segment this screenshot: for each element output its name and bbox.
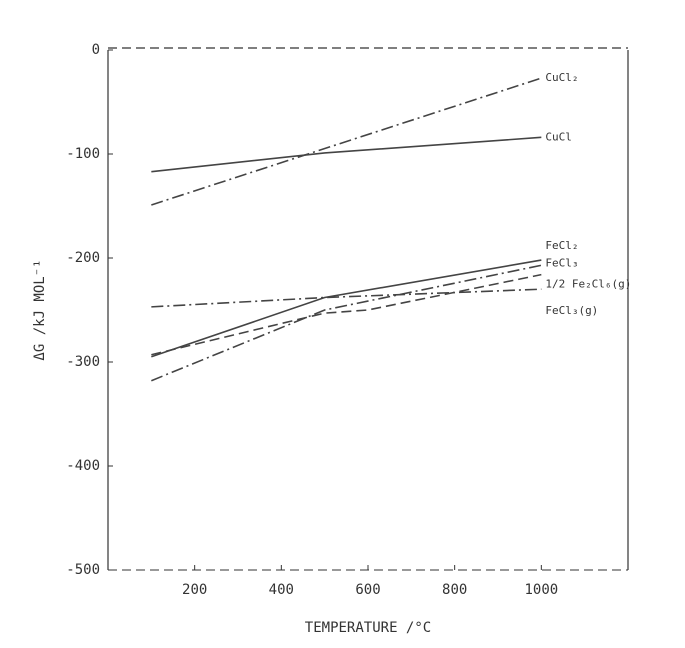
series-line bbox=[151, 77, 542, 206]
series-line bbox=[151, 259, 542, 358]
x-axis-title: TEMPERATURE /°C bbox=[305, 620, 431, 636]
series-label: FeCl₃ bbox=[545, 256, 578, 269]
y-axis-title: ΔG /kJ MOL⁻¹ bbox=[32, 259, 48, 360]
series-line bbox=[151, 288, 542, 308]
y-tick-label: -400 bbox=[66, 458, 100, 474]
y-tick-label: -500 bbox=[66, 562, 100, 578]
series-label: FeCl₂ bbox=[545, 239, 578, 252]
x-tick-label: 600 bbox=[355, 582, 380, 598]
x-tick-label: 200 bbox=[182, 582, 207, 598]
y-tick-label: -100 bbox=[66, 146, 100, 162]
y-tick-label: -300 bbox=[66, 354, 100, 370]
y-tick-label: 0 bbox=[92, 42, 100, 58]
x-tick-label: 400 bbox=[269, 582, 294, 598]
x-tick-label: 800 bbox=[442, 582, 467, 598]
series-line bbox=[151, 273, 542, 356]
series-line bbox=[151, 264, 542, 382]
x-tick-label: 1000 bbox=[524, 582, 558, 598]
series-label: FeCl₃(g) bbox=[545, 304, 598, 317]
series-line bbox=[151, 136, 542, 173]
y-tick-label: -200 bbox=[66, 250, 100, 266]
series-label: CuCl bbox=[545, 130, 572, 143]
series-label: CuCl₂ bbox=[545, 71, 578, 84]
series-label: 1/2 Fe₂Cl₆(g) bbox=[545, 278, 631, 291]
